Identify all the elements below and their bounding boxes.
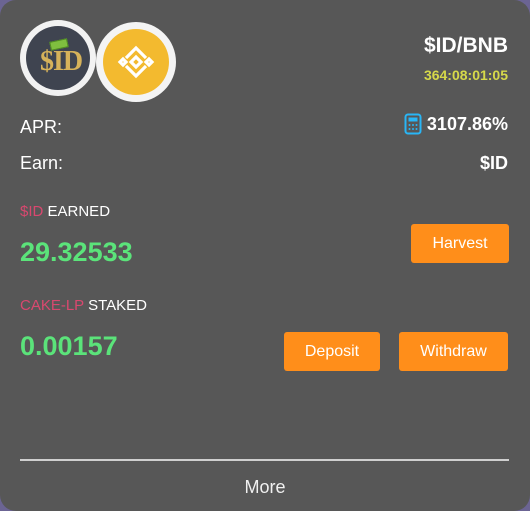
pair-title: $ID/BNB [423,34,508,57]
staked-label-text: STAKED [83,297,147,314]
token-logo-text: $ID [39,46,83,77]
apr-value: 3107.86% [426,113,508,134]
earn-label: Earn: [20,153,64,173]
staked-section-label: CAKE-LP STAKED [20,297,147,314]
deposit-button[interactable]: Deposit [284,332,380,371]
withdraw-button[interactable]: Withdraw [399,332,508,371]
earned-section-label: $ID EARNED [20,203,110,220]
earn-token: $ID [479,153,508,173]
pair-logos: $ID [20,20,176,102]
id-token-logo-icon: $ID [20,20,96,96]
more-toggle[interactable]: More [244,477,286,497]
divider [20,459,509,461]
bnb-logo-icon [96,22,176,102]
apr-value-group: 3107.86% [404,113,508,135]
earned-label-text: EARNED [43,203,111,220]
earned-amount: 29.32533 [20,237,133,267]
earned-token-name: $ID [20,203,44,220]
calculator-icon[interactable] [404,113,422,135]
staked-token-name: CAKE-LP [20,297,84,314]
harvest-button[interactable]: Harvest [411,224,509,263]
countdown-timer: 364:08:01:05 [423,67,508,83]
staked-amount: 0.00157 [20,331,118,361]
apr-label: APR: [20,117,63,137]
